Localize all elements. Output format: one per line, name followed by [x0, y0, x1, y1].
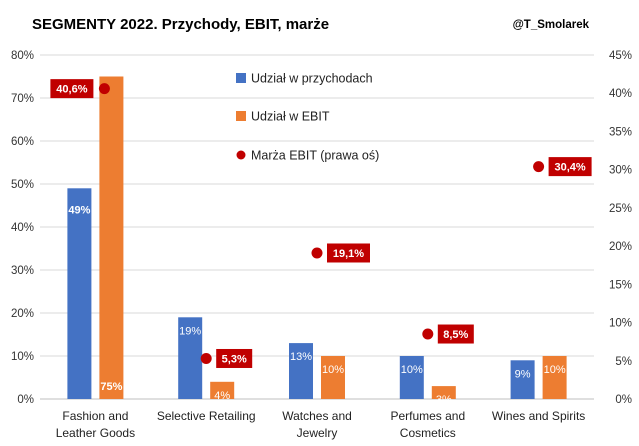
ebit-margin-marker [311, 247, 323, 259]
bar-data-label: 10% [401, 364, 423, 376]
ebit-margin-marker [200, 352, 212, 364]
bar-data-label: 19% [179, 325, 201, 337]
ebit-margin-label-box [216, 348, 253, 368]
category-label: Jewelry [297, 426, 338, 440]
margin-markers: 40,6% 5,3% 19,1% 8,5% 30,4% [50, 79, 592, 368]
left-tick-label: 80% [11, 50, 34, 62]
category-label: Cosmetics [400, 426, 456, 440]
bar-data-label: 4% [214, 390, 230, 402]
left-tick-label: 10% [11, 351, 34, 363]
right-tick-label: 0% [615, 394, 632, 406]
category-label: Wines and Spirits [492, 409, 585, 423]
bar-data-label: 75% [100, 381, 122, 393]
ebit-margin-label-box [327, 243, 370, 263]
ebit-margin-label: 40,6% [56, 84, 87, 96]
legend-label: Udział w przychodach [251, 72, 373, 86]
legend: Udział w przychodach Udział w EBIT Marża E… [236, 72, 379, 163]
right-tick-label: 45% [609, 50, 632, 62]
ebit-share-bar [431, 386, 456, 399]
ebit-margin-marker [533, 161, 545, 173]
revenue-share-bar [67, 188, 92, 399]
category-label: Fashion and [62, 409, 128, 423]
ebit-margin-label: 19,1% [333, 248, 364, 260]
category-labels: Fashion and Leather Goods Selective Retail… [56, 409, 586, 440]
ebit-margin-label-box [437, 324, 474, 344]
legend-label: Udział w EBIT [251, 110, 330, 124]
category-label: Leather Goods [56, 426, 135, 440]
ebit-margin-marker [98, 83, 110, 95]
revenue-share-bar [289, 343, 313, 399]
revenue-share-bar [178, 317, 203, 399]
right-tick-label: 5% [615, 356, 632, 368]
revenue-share-bar [399, 356, 424, 399]
bars: 49% 75% 19% 4% 13% 10% 10% 3% 9% 10% [67, 76, 567, 406]
ebit-margin-label: 5,3% [222, 353, 247, 365]
revenue-share-bar [510, 360, 535, 399]
legend-margin-swatch [236, 150, 246, 160]
right-tick-label: 30% [609, 165, 632, 177]
legend-label: Marża EBIT (prawa oś) [251, 149, 379, 163]
legend-revenue-swatch [236, 73, 246, 83]
gridlines [40, 54, 594, 400]
bar-data-label: 13% [290, 351, 312, 363]
right-tick-label: 25% [609, 203, 632, 215]
left-tick-label: 50% [11, 179, 34, 191]
ebit-margin-marker [422, 328, 434, 340]
left-tick-label: 70% [11, 93, 34, 105]
left-tick-label: 0% [17, 394, 34, 406]
legend-ebit-swatch [236, 111, 246, 121]
right-tick-label: 40% [609, 88, 632, 100]
bar-data-label: 10% [544, 364, 566, 376]
left-tick-label: 40% [11, 222, 34, 234]
author-handle: @T_Smolarek [513, 19, 590, 31]
ebit-margin-label: 30,4% [554, 162, 585, 174]
ebit-share-bar [210, 381, 235, 399]
left-tick-label: 30% [11, 265, 34, 277]
right-tick-label: 15% [609, 279, 632, 291]
chart-title: SEGMENTY 2022. Przychody, EBIT, marże [32, 16, 329, 33]
left-tick-label: 60% [11, 136, 34, 148]
category-label: Perfumes and [390, 409, 465, 423]
ebit-margin-label-box [548, 157, 592, 177]
ebit-margin-label: 8,5% [443, 329, 468, 341]
left-axis: 0% 10% 20% 30% 40% 50% 60% 70% 80% [11, 50, 34, 406]
right-axis: 0% 5% 10% 15% 20% 25% 30% 35% 40% 45% [609, 50, 632, 406]
ebit-share-bar [99, 76, 124, 399]
category-label: Selective Retailing [157, 409, 256, 423]
bar-data-label: 49% [68, 204, 90, 216]
category-label: Watches and [282, 409, 352, 423]
left-tick-label: 20% [11, 308, 34, 320]
bar-data-label: 10% [322, 364, 344, 376]
right-tick-label: 20% [609, 241, 632, 253]
bar-data-label: 9% [515, 368, 531, 380]
right-tick-label: 10% [609, 318, 632, 330]
ebit-margin-label-box [50, 79, 94, 99]
ebit-share-bar [321, 356, 345, 399]
ebit-share-bar [542, 356, 567, 399]
bar-data-label: 3% [436, 394, 452, 406]
right-tick-label: 35% [609, 126, 632, 138]
